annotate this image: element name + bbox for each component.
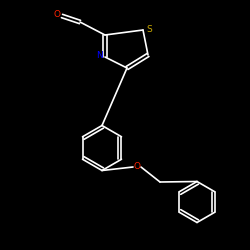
Text: O: O [134, 162, 141, 171]
Text: S: S [146, 26, 152, 35]
Text: O: O [54, 10, 61, 19]
Text: N: N [96, 51, 103, 60]
